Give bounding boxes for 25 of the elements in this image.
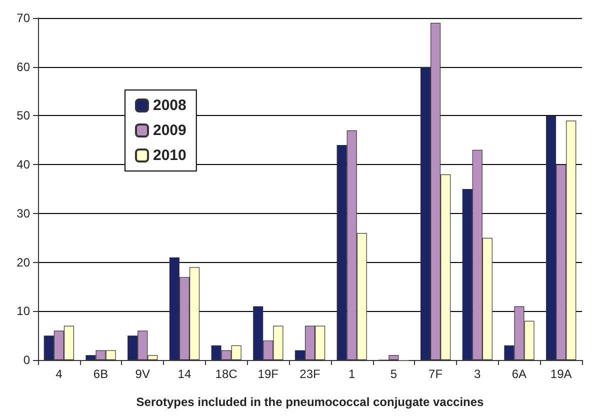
x-tick-label: 18C: [215, 367, 238, 381]
x-tick-label: 9V: [135, 367, 150, 381]
y-tick-label: 20: [16, 255, 30, 270]
y-tick-label: 60: [16, 60, 30, 74]
x-tick-label: 5: [390, 367, 398, 381]
y-tick-label: 10: [16, 304, 30, 318]
x-tick-label: 7F: [428, 367, 443, 381]
x-tick-label: 19F: [258, 367, 278, 381]
y-tick-label: 50: [16, 108, 30, 123]
legend-label: 2010: [153, 147, 186, 164]
x-tick-label: 23F: [300, 367, 320, 381]
x-tick-label: 19A: [550, 367, 572, 381]
x-tick-label: 4: [56, 367, 63, 381]
legend-label: 2009: [153, 122, 186, 139]
legend-label: 2008: [153, 97, 186, 114]
x-tick-label: 14: [178, 367, 192, 381]
y-tick-label: 0: [23, 353, 30, 367]
y-tick-label: 40: [16, 158, 30, 172]
y-tick-label: 70: [16, 11, 30, 25]
x-tick-label: 3: [474, 367, 482, 381]
x-tick-label: 6A: [512, 367, 527, 381]
x-tick-label: 6B: [93, 367, 108, 381]
x-axis-title: Serotypes included in the pneumococcal conjugate vaccines: [136, 395, 484, 409]
y-tick-label: 30: [16, 206, 30, 220]
x-tick-label: 1: [348, 367, 356, 381]
